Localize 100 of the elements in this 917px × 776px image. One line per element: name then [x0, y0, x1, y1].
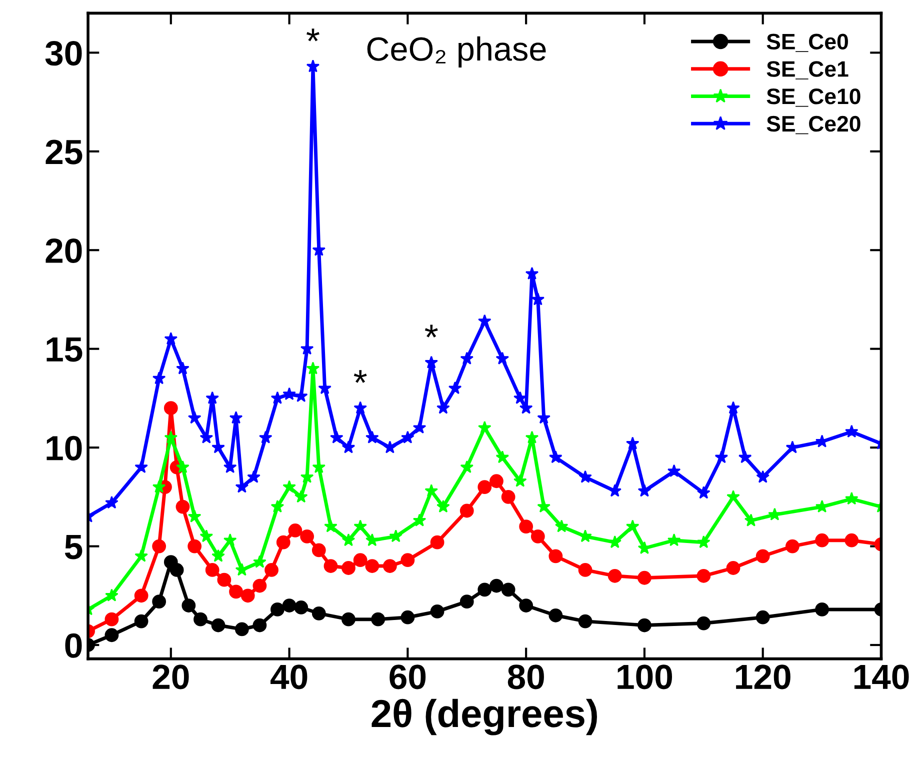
point	[548, 549, 563, 564]
point	[212, 440, 225, 454]
annotation: *	[424, 324, 438, 338]
point	[229, 584, 243, 599]
point	[554, 520, 568, 532]
point	[152, 480, 166, 493]
point	[152, 539, 166, 554]
point	[537, 411, 550, 424]
point	[756, 610, 770, 624]
y-tick-label: 0	[65, 633, 82, 658]
point	[342, 561, 356, 575]
point	[530, 529, 545, 544]
point	[638, 570, 652, 585]
point	[626, 520, 640, 532]
legend-label: SE_Ce10	[766, 88, 860, 107]
point	[188, 510, 202, 522]
point	[205, 563, 220, 577]
x-tick-label: 80	[508, 664, 544, 690]
annotation: *	[306, 28, 320, 42]
point	[134, 549, 148, 562]
point	[496, 450, 510, 464]
point	[696, 568, 711, 583]
point	[430, 535, 444, 550]
point	[306, 362, 320, 374]
point	[104, 612, 119, 626]
point	[383, 440, 397, 454]
y-tick-label: 25	[46, 140, 82, 164]
point	[342, 612, 356, 626]
point	[519, 598, 534, 612]
point	[401, 430, 414, 444]
point	[330, 430, 344, 444]
annotation: *	[354, 370, 367, 383]
point	[312, 543, 326, 558]
point	[270, 500, 284, 513]
point	[496, 352, 510, 364]
point	[282, 387, 296, 400]
point	[342, 533, 356, 546]
point	[460, 352, 474, 364]
point	[382, 559, 397, 573]
point	[134, 460, 148, 474]
point	[460, 460, 474, 474]
point	[525, 430, 539, 444]
point	[424, 484, 438, 497]
point	[768, 508, 782, 520]
point	[188, 539, 202, 554]
point	[815, 602, 829, 616]
point	[578, 563, 592, 577]
point	[282, 480, 296, 493]
point	[845, 492, 858, 505]
point	[726, 490, 740, 503]
point	[365, 559, 380, 573]
point	[815, 533, 829, 548]
point	[353, 553, 368, 568]
point	[608, 568, 622, 583]
point	[756, 549, 770, 564]
point	[845, 424, 858, 438]
point	[105, 496, 118, 509]
point	[548, 608, 563, 622]
point	[105, 588, 118, 602]
y-tick-label: 5	[64, 534, 82, 560]
point	[525, 266, 539, 280]
point	[519, 520, 534, 534]
point	[514, 474, 527, 487]
point	[253, 555, 266, 568]
point	[354, 520, 367, 532]
point	[211, 618, 226, 632]
x-tick-label: 20	[152, 664, 189, 690]
point	[312, 606, 326, 620]
point	[478, 314, 492, 327]
point	[478, 582, 492, 597]
point	[176, 500, 190, 514]
point	[240, 588, 255, 603]
point	[206, 391, 219, 404]
point	[366, 533, 379, 546]
point	[400, 610, 415, 624]
point	[300, 470, 314, 483]
point	[234, 622, 249, 636]
point	[223, 460, 237, 474]
point	[578, 529, 592, 542]
point	[300, 529, 314, 544]
y-tick-label: 10	[46, 436, 82, 460]
point	[460, 504, 474, 518]
point	[223, 533, 237, 546]
point	[537, 500, 550, 513]
point	[738, 450, 752, 464]
point	[430, 604, 444, 618]
legend-label: SE_Ce20	[766, 116, 860, 134]
point	[164, 401, 178, 416]
point	[786, 539, 800, 554]
point	[276, 535, 290, 550]
point	[389, 529, 402, 542]
point	[152, 594, 166, 609]
point	[531, 292, 545, 306]
point	[696, 616, 711, 630]
point	[152, 372, 166, 384]
point	[490, 474, 504, 488]
x-tick-label: 100	[618, 664, 672, 690]
point	[478, 420, 492, 434]
point	[667, 464, 681, 478]
point	[549, 450, 562, 464]
